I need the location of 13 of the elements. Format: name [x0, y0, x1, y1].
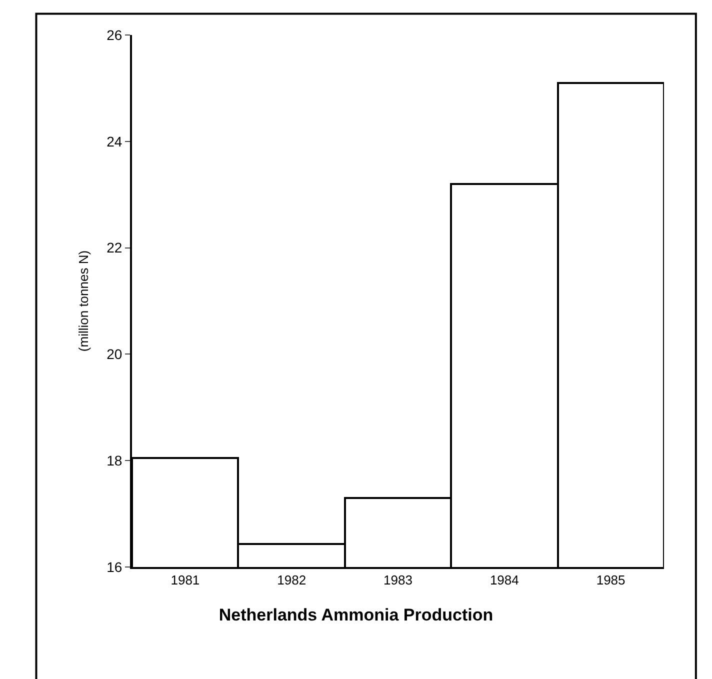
- x-tick-label: 1982: [277, 572, 306, 588]
- y-tick-label: 22: [106, 240, 122, 256]
- y-tick-label: 16: [106, 558, 122, 575]
- x-tick-label: 1985: [596, 572, 626, 588]
- x-tick-label: 1981: [170, 572, 200, 588]
- y-tick-label: 24: [106, 133, 122, 150]
- y-tick-label: 20: [106, 346, 122, 362]
- y-tick-label: 18: [106, 452, 122, 468]
- x-tick-label: 1984: [490, 572, 519, 588]
- text: Netherlands Ammonia Production: [218, 605, 494, 624]
- y-axis-title: (million tonnes N): [76, 250, 92, 352]
- x-tick-label: 1983: [384, 572, 412, 588]
- y-tick-label: 26: [106, 26, 122, 43]
